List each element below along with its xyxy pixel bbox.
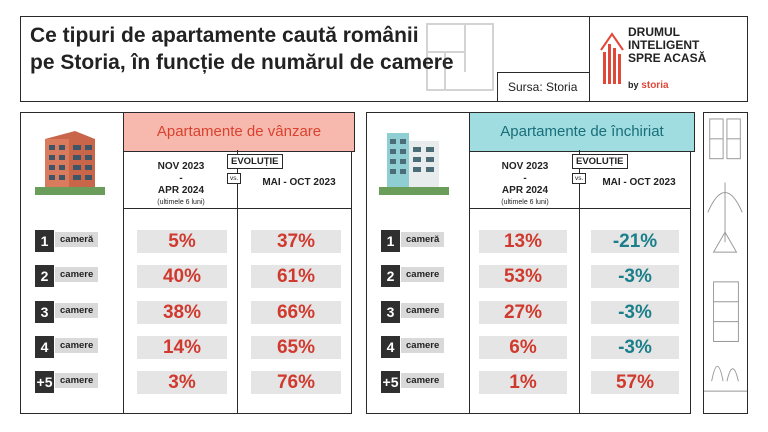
room-count: 3 — [381, 301, 400, 323]
header-divider — [469, 208, 690, 209]
room-count: 2 — [381, 265, 400, 287]
room-count: 4 — [381, 336, 400, 358]
evolution-badge: EVOLUȚIE — [227, 154, 283, 169]
room-count: 2 — [35, 265, 54, 287]
share-value: 3% — [137, 371, 227, 394]
room-count: 1 — [381, 230, 400, 252]
room-label-row: 1 cameră — [35, 230, 115, 252]
sale-title: Apartamente de vânzare — [123, 111, 355, 152]
page-title: Ce tipuri de apartamente caută românii p… — [30, 22, 454, 76]
logo-line-2: INTELIGENT — [628, 38, 700, 52]
evolution-value: -3% — [591, 336, 679, 359]
logo-line-3: SPRE ACASĂ — [628, 51, 707, 65]
room-unit: camere — [401, 338, 445, 353]
rent-title: Apartamente de închiriat — [469, 111, 695, 152]
source-label: Sursa: Storia — [497, 72, 589, 101]
room-label-row: 1 cameră — [381, 230, 461, 252]
room-label-row: 2 camere — [35, 265, 115, 287]
logo-box — [589, 16, 748, 102]
evolution-value: -21% — [591, 230, 679, 253]
storia-logo-icon — [600, 32, 624, 84]
header-divider — [123, 208, 351, 209]
evolution-value: -3% — [591, 265, 679, 288]
evolution-badge: EVOLUȚIE — [572, 154, 628, 169]
share-value: 5% — [137, 230, 227, 253]
room-label-row: 3 camere — [381, 301, 461, 323]
room-label-row: +5 camere — [35, 371, 115, 393]
logo-line-1: DRUMUL — [628, 25, 680, 39]
evolution-value: 37% — [251, 230, 341, 253]
period-dash: - — [179, 173, 183, 184]
column-divider — [579, 150, 580, 413]
room-unit: camere — [55, 303, 99, 318]
room-unit: camere — [401, 373, 445, 388]
share-value: 38% — [137, 301, 227, 324]
rent-panel: Apartamente de închiriat NOV 2023 - APR … — [366, 111, 695, 414]
room-unit: cameră — [55, 232, 99, 247]
evolution-value: 57% — [591, 371, 679, 394]
logo-wordmark: DRUMUL INTELIGENT SPRE ACASĂ — [628, 26, 706, 65]
period-note: (ultimele 6 luni) — [157, 199, 205, 206]
room-label-row: 3 camere — [35, 301, 115, 323]
vs-badge: vs. — [227, 173, 242, 184]
room-count: 3 — [35, 301, 54, 323]
rent-period-header: NOV 2023 - APR 2024 (ultimele 6 luni) — [475, 161, 575, 209]
evolution-value: 65% — [251, 336, 341, 359]
room-count: 1 — [35, 230, 54, 252]
share-value: 6% — [479, 336, 567, 359]
period-dash: - — [523, 173, 527, 184]
decorative-illustration — [703, 112, 748, 414]
building-icon — [379, 125, 449, 195]
column-divider — [123, 150, 124, 413]
logo-brand-name: storia — [641, 80, 669, 91]
column-divider — [469, 150, 470, 413]
period-start: NOV 2023 — [501, 161, 549, 172]
room-label-row: +5 camere — [381, 371, 461, 393]
share-value: 27% — [479, 301, 567, 324]
evolution-value: 61% — [251, 265, 341, 288]
room-label-row: 4 camere — [381, 336, 461, 358]
room-count: +5 — [35, 371, 54, 393]
room-unit: camere — [401, 303, 445, 318]
room-unit: camere — [55, 267, 99, 282]
sale-compare-header: MAI - OCT 2023 — [262, 177, 336, 188]
room-label-row: 4 camere — [35, 336, 115, 358]
building-icon — [35, 125, 105, 195]
column-divider — [237, 150, 238, 413]
period-start: NOV 2023 — [157, 161, 205, 172]
sale-panel: Apartamente de vânzare NOV 2023 - APR 20… — [20, 111, 355, 414]
share-value: 1% — [479, 371, 567, 394]
sale-period-header: NOV 2023 - APR 2024 (ultimele 6 luni) — [131, 161, 231, 209]
room-unit: camere — [401, 267, 445, 282]
share-value: 40% — [137, 265, 227, 288]
room-count: 4 — [35, 336, 54, 358]
period-end: APR 2024 — [501, 185, 549, 196]
room-label-row: 2 camere — [381, 265, 461, 287]
room-unit: camere — [55, 373, 99, 388]
vs-badge: vs. — [572, 173, 587, 184]
room-count: +5 — [381, 371, 400, 393]
period-note: (ultimele 6 luni) — [501, 199, 549, 206]
title-line-2: pe Storia, în funcție de numărul de came… — [30, 51, 454, 74]
logo-brand: by storia — [628, 80, 669, 91]
room-unit: camere — [55, 338, 99, 353]
share-value: 13% — [479, 230, 567, 253]
room-unit: cameră — [401, 232, 445, 247]
logo-by: by — [628, 80, 639, 90]
title-line-1: Ce tipuri de apartamente caută românii — [30, 24, 419, 47]
rent-compare-header: MAI - OCT 2023 — [602, 177, 676, 188]
share-value: 14% — [137, 336, 227, 359]
share-value: 53% — [479, 265, 567, 288]
evolution-value: 76% — [251, 371, 341, 394]
header-box — [20, 16, 748, 102]
evolution-value: 66% — [251, 301, 341, 324]
floor-plan-icon — [426, 23, 494, 91]
evolution-value: -3% — [591, 301, 679, 324]
period-end: APR 2024 — [157, 185, 205, 196]
